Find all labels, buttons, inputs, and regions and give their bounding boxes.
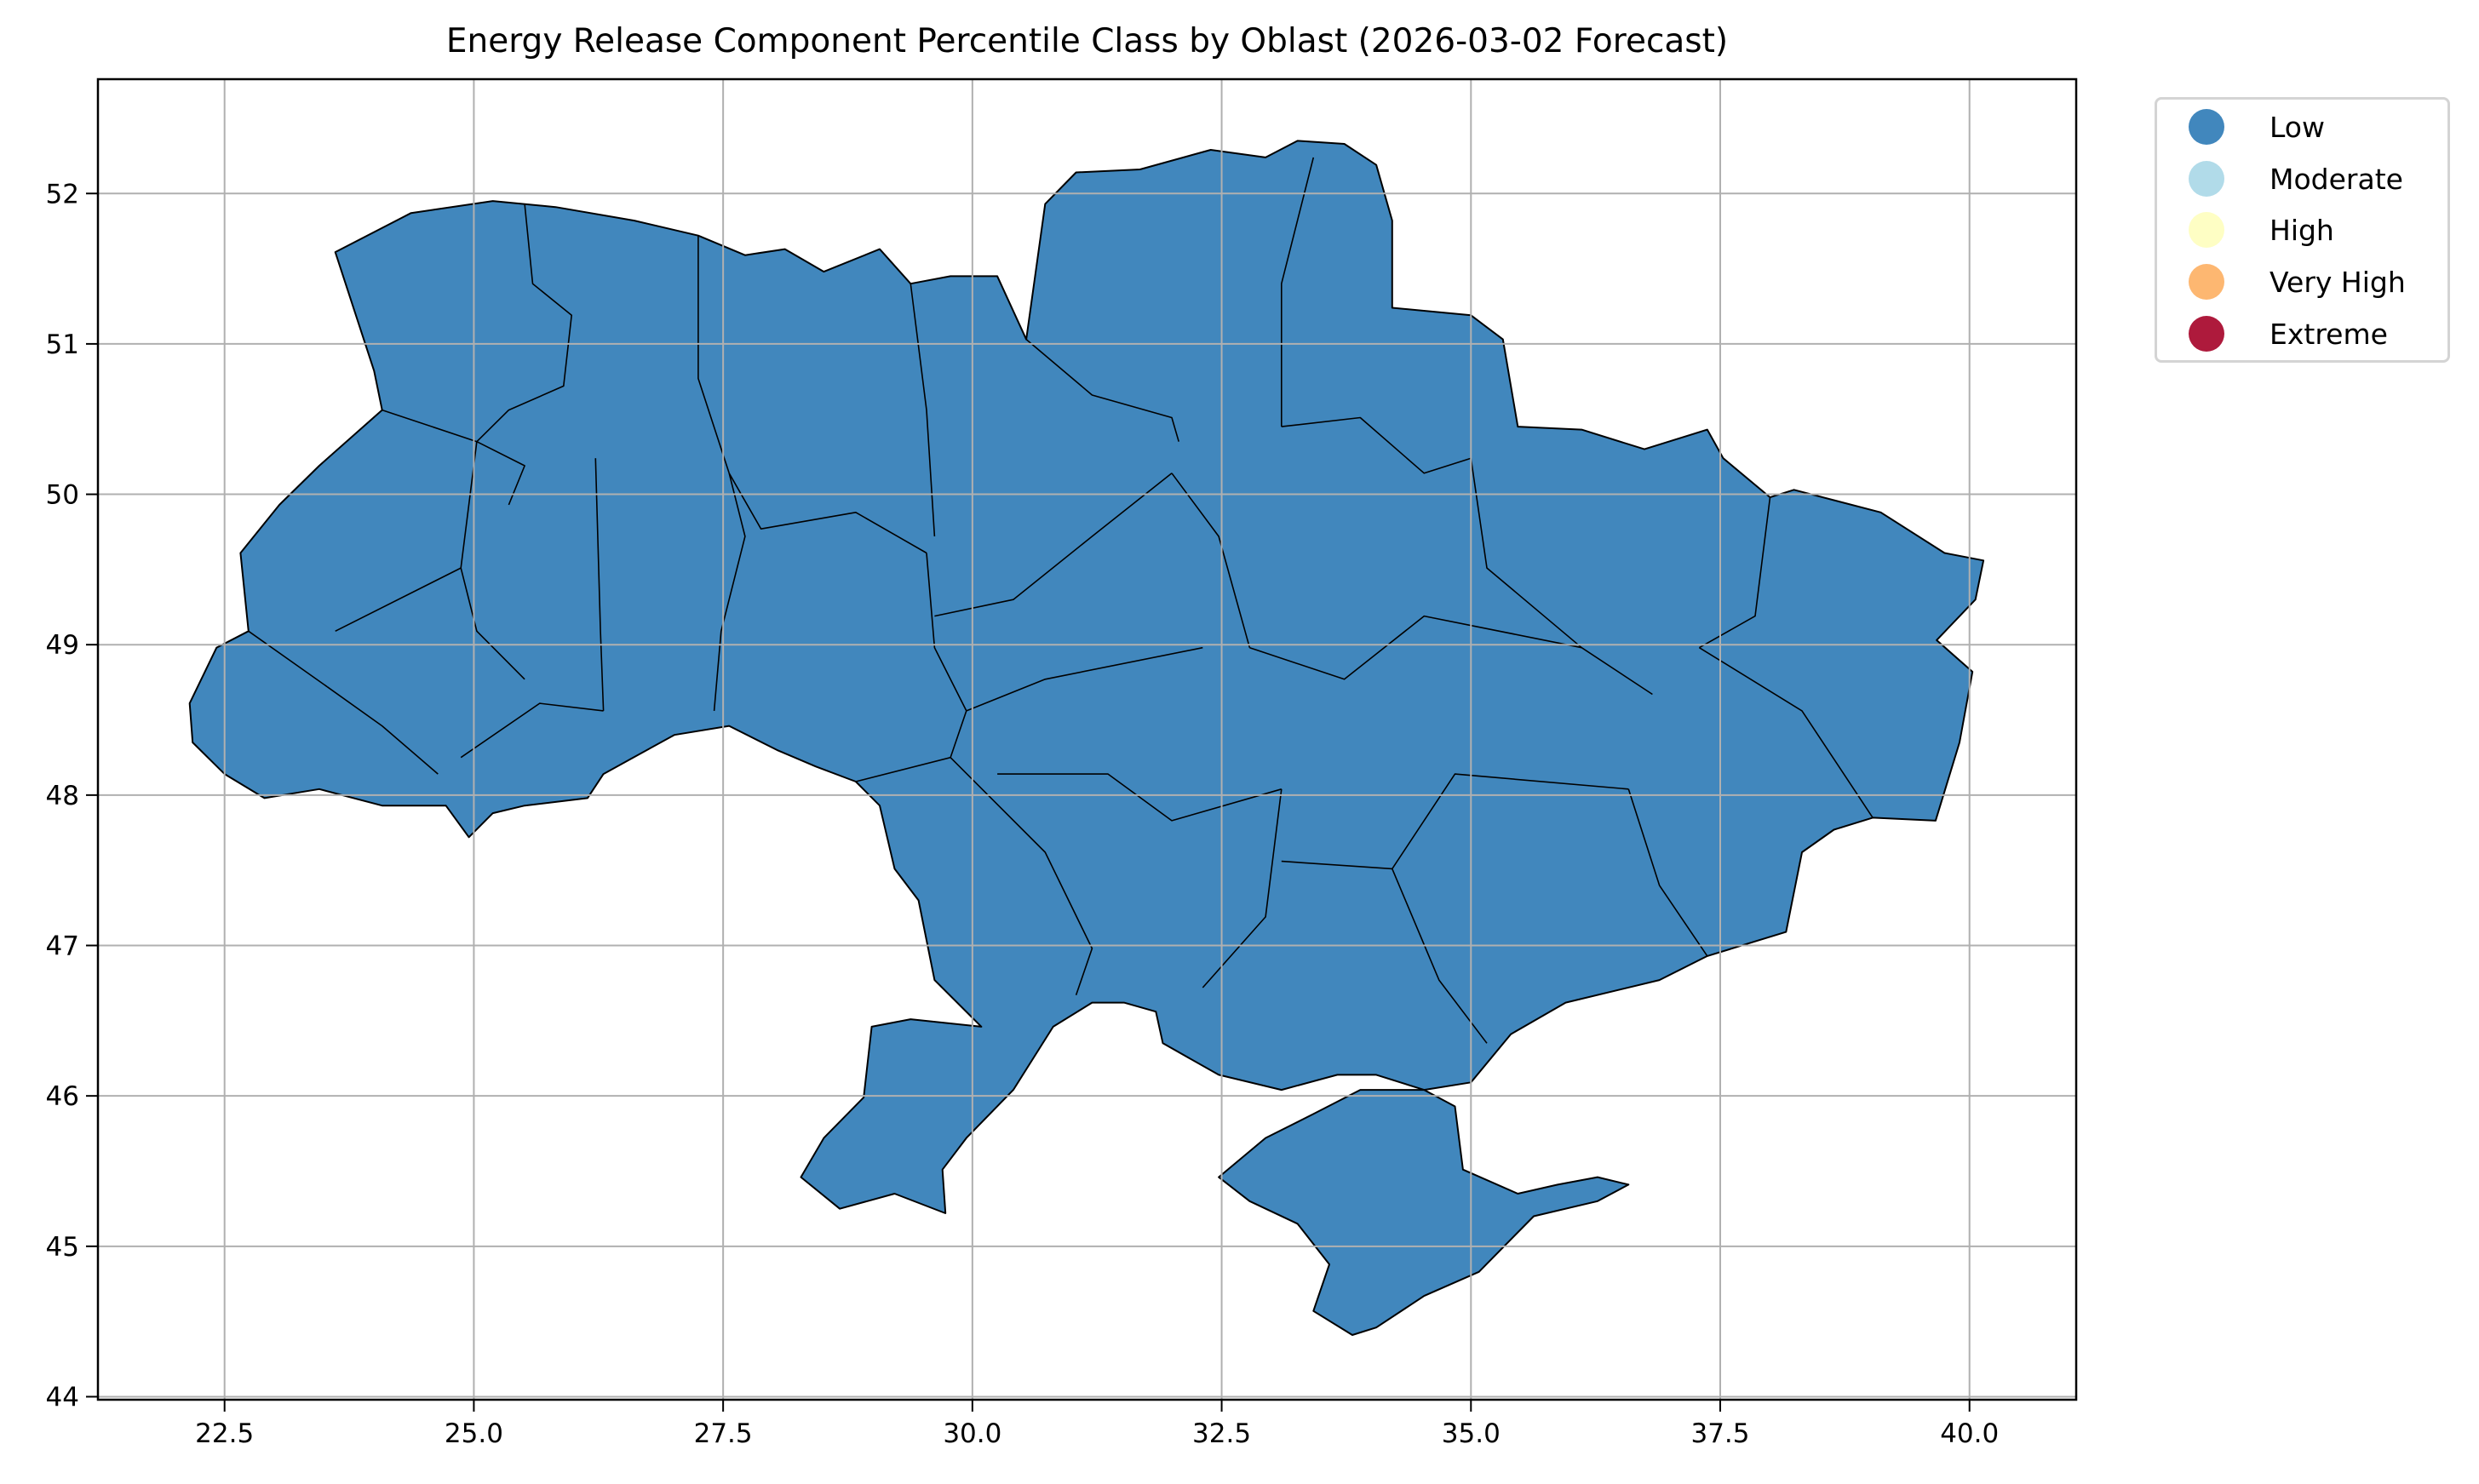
legend-label: Low: [2270, 110, 2325, 144]
y-tick-label: 46: [46, 1081, 79, 1112]
legend-marker-icon: [2189, 264, 2224, 300]
legend-label: Moderate: [2270, 162, 2403, 196]
y-tick-label: 45: [46, 1232, 79, 1263]
oblast-boundary: [326, 686, 439, 775]
x-tick-label: 32.5: [1192, 1418, 1251, 1449]
legend-marker-icon: [2189, 109, 2224, 145]
oblast-boundary: [997, 773, 1283, 822]
boundaries-layer: [248, 157, 1874, 1044]
oblast-boundary: [855, 710, 967, 782]
x-tick-label: 25.0: [445, 1418, 503, 1449]
axes-layer: 22.5 25.0 27.5 30.0 32.5 35.0 37.5 40.0 44 45 46 47…: [46, 77, 2078, 1449]
legend: Low Moderate High Very High Extreme: [2155, 97, 2450, 363]
oblast-boundary: [594, 458, 605, 711]
legend-marker-icon: [2189, 212, 2224, 248]
oblast-boundary: [382, 409, 525, 506]
oblast-boundary: [248, 630, 328, 688]
x-tick-label: 30.0: [943, 1418, 1001, 1449]
y-tick-label: 47: [46, 931, 79, 962]
legend-label: Extreme: [2270, 317, 2388, 351]
x-tick-label: 37.5: [1690, 1418, 1749, 1449]
oblast-boundary: [1470, 458, 1653, 696]
y-tick-label: 48: [46, 781, 79, 811]
region-crimea: [1218, 1089, 1630, 1336]
oblast-boundary: [934, 473, 1173, 617]
y-tick-label: 44: [46, 1382, 79, 1412]
oblast-boundary: [1699, 497, 1771, 649]
legend-label: High: [2270, 213, 2334, 247]
legend-marker-icon: [2189, 161, 2224, 197]
y-tick-label: 50: [46, 480, 79, 511]
oblast-boundary: [1281, 416, 1472, 474]
regions-layer: [188, 140, 1985, 1336]
oblast-boundary: [1281, 157, 1315, 427]
x-tick-label: 27.5: [694, 1418, 753, 1449]
x-tick-label: 40.0: [1940, 1418, 1999, 1449]
oblast-boundary: [335, 567, 462, 633]
oblast-boundary: [697, 235, 730, 474]
oblast-boundary: [1249, 615, 1582, 680]
oblast-boundary: [1281, 773, 1629, 870]
oblast-boundary: [966, 646, 1203, 712]
legend-label: Very High: [2270, 265, 2406, 299]
chart-title: Energy Release Component Percentile Clas…: [445, 22, 1729, 60]
x-tick-label: 35.0: [1442, 1418, 1501, 1449]
legend-marker-icon: [2189, 316, 2224, 352]
oblast-boundary: [1698, 647, 1874, 818]
plot-frame: [96, 77, 2078, 1401]
oblast-boundary: [950, 757, 1093, 996]
oblast-boundary: [476, 203, 573, 443]
oblast-boundary: [713, 473, 746, 711]
oblast-boundary: [1627, 788, 1708, 957]
y-tick-label: 49: [46, 630, 79, 661]
y-tick-label: 52: [46, 179, 79, 209]
oblast-boundary: [460, 702, 604, 759]
oblast-boundary: [1202, 788, 1283, 988]
x-tick-label: 22.5: [195, 1418, 254, 1449]
oblast-boundary: [926, 553, 967, 712]
y-tick-label: 51: [46, 329, 79, 360]
oblast-boundary: [728, 473, 927, 554]
region-mainland: [188, 140, 1985, 1214]
oblast-boundary: [460, 441, 525, 680]
grid-layer: [98, 79, 2076, 1400]
oblast-boundary: [1025, 338, 1179, 442]
